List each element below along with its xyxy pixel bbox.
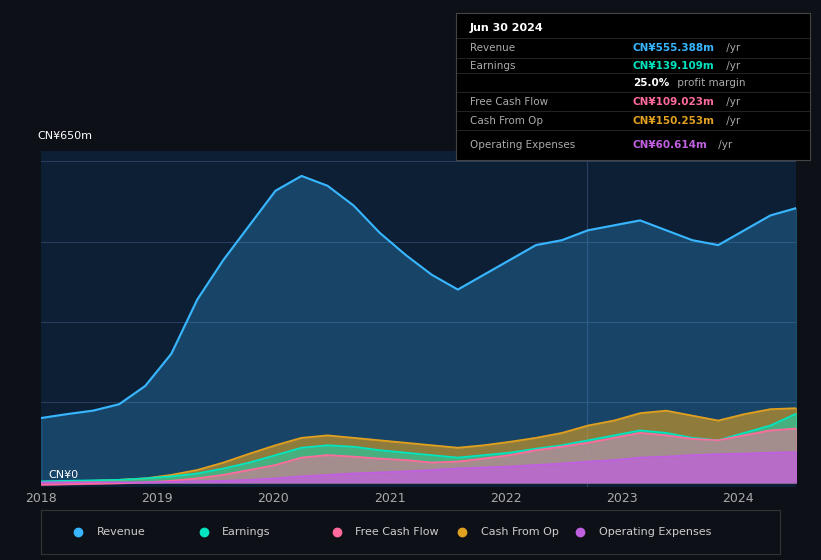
Text: /yr: /yr [722,60,740,71]
Text: CN¥0: CN¥0 [48,470,79,480]
Text: CN¥109.023m: CN¥109.023m [633,97,715,106]
Text: Revenue: Revenue [97,527,145,537]
Text: Earnings: Earnings [222,527,271,537]
Text: CN¥650m: CN¥650m [37,131,92,141]
Text: Cash From Op: Cash From Op [481,527,558,537]
Text: Operating Expenses: Operating Expenses [470,140,575,150]
Text: CN¥150.253m: CN¥150.253m [633,116,715,125]
Text: Cash From Op: Cash From Op [470,116,543,125]
Text: /yr: /yr [722,97,740,106]
Text: Operating Expenses: Operating Expenses [599,527,711,537]
Text: Free Cash Flow: Free Cash Flow [355,527,438,537]
Text: /yr: /yr [722,43,740,53]
Text: profit margin: profit margin [674,78,745,87]
Text: Revenue: Revenue [470,43,515,53]
Text: 25.0%: 25.0% [633,78,669,87]
Text: Jun 30 2024: Jun 30 2024 [470,23,544,33]
Text: CN¥139.109m: CN¥139.109m [633,60,715,71]
Text: Free Cash Flow: Free Cash Flow [470,97,548,106]
Text: CN¥555.388m: CN¥555.388m [633,43,715,53]
Text: CN¥60.614m: CN¥60.614m [633,140,708,150]
Text: Earnings: Earnings [470,60,516,71]
Text: /yr: /yr [722,116,740,125]
Text: /yr: /yr [714,140,732,150]
